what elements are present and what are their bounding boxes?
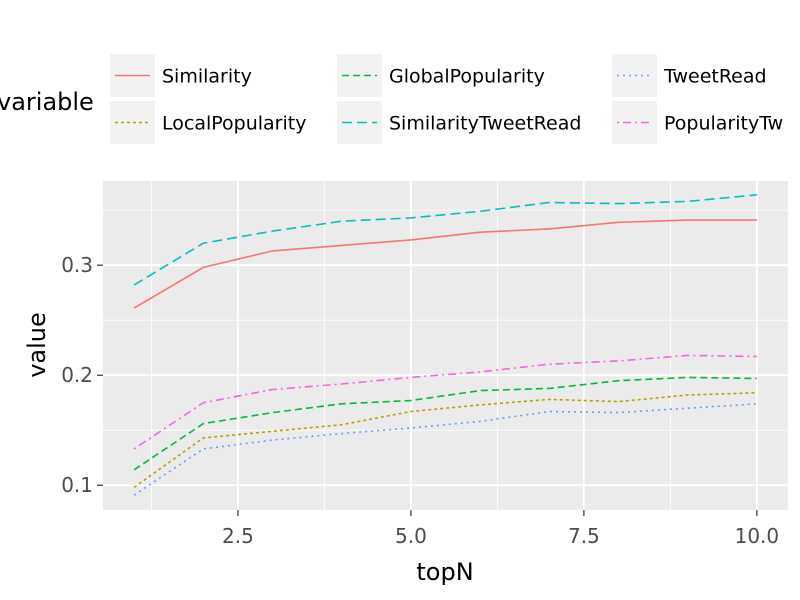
y-axis: 0.1 0.2 0.3 (61, 253, 103, 497)
series-line-TweetRead (133, 403, 757, 496)
legend-item-Similarity: Similarity (110, 54, 252, 97)
grid-minor (103, 181, 788, 510)
legend-item-LocalPopularity: LocalPopularity (110, 101, 306, 144)
legend-label: SimilarityTweetRead (389, 113, 581, 135)
legend-key-background (612, 54, 657, 97)
legend-key-background (612, 101, 657, 144)
legend-item-SimilarityTweetRead: SimilarityTweetRead (337, 101, 581, 144)
grid-major (103, 181, 788, 510)
legend-label: GlobalPopularity (389, 66, 545, 88)
series-lines (133, 194, 757, 496)
legend-item-TweetRead: TweetRead (612, 54, 767, 97)
legend-label: LocalPopularity (162, 113, 306, 135)
x-tick-label: 7.5 (568, 524, 600, 548)
legend: variable Similarity LocalPopularity Global… (0, 54, 783, 144)
legend-label: TweetRead (663, 66, 767, 88)
y-tick-label: 0.1 (61, 473, 93, 497)
y-tick-label: 0.3 (61, 253, 93, 277)
legend-item-GlobalPopularity: GlobalPopularity (337, 54, 545, 97)
x-tick-label: 2.5 (222, 524, 254, 548)
series-line-PopularityTw (133, 354, 757, 450)
legend-item-PopularityTw: PopularityTw (612, 101, 783, 144)
y-axis-title: value (23, 312, 51, 378)
legend-label: PopularityTw (664, 113, 783, 135)
x-axis-title: topN (416, 558, 473, 586)
y-tick-label: 0.2 (61, 363, 93, 387)
legend-title: variable (0, 88, 94, 116)
legend-label: Similarity (162, 66, 252, 88)
series-line-Similarity (133, 219, 757, 309)
x-tick-label: 5.0 (395, 524, 427, 548)
plot-panel (103, 181, 788, 510)
x-axis: 2.5 5.0 7.5 10.0 (222, 510, 779, 548)
series-line-SimilarityTweetRead (133, 194, 757, 286)
x-tick-label: 10.0 (735, 524, 780, 548)
